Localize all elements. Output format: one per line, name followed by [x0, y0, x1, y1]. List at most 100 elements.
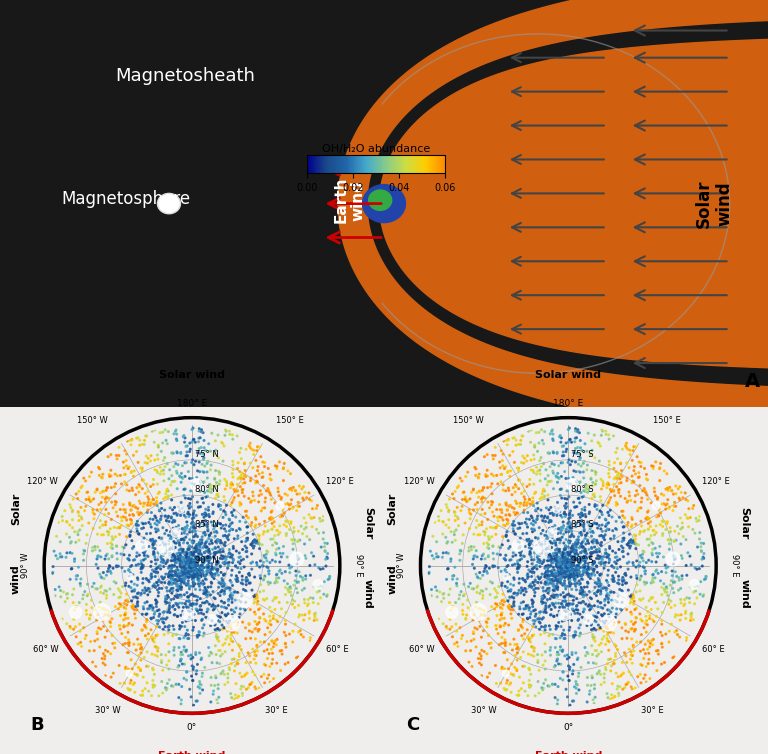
Point	[541, 569, 553, 581]
Point	[200, 515, 212, 527]
Point	[613, 578, 625, 590]
Point	[551, 555, 563, 567]
Point	[568, 542, 580, 554]
Point	[574, 556, 587, 569]
Point	[617, 667, 630, 679]
Point	[223, 514, 236, 526]
Point	[471, 514, 483, 526]
Point	[612, 472, 624, 484]
Point	[545, 556, 558, 569]
Point	[529, 610, 541, 622]
Point	[575, 515, 588, 527]
Point	[108, 481, 121, 493]
Point	[611, 680, 624, 692]
Point	[511, 555, 524, 567]
Point	[654, 458, 667, 470]
Point	[456, 630, 468, 642]
Point	[140, 622, 152, 634]
Point	[607, 627, 620, 639]
Point	[134, 498, 147, 510]
Point	[589, 498, 601, 510]
Point	[258, 550, 270, 562]
Point	[132, 574, 144, 586]
Point	[172, 553, 184, 566]
Point	[570, 572, 582, 584]
Point	[238, 561, 250, 573]
Point	[101, 569, 113, 581]
Point	[174, 597, 186, 609]
Point	[156, 553, 168, 566]
Point	[150, 630, 162, 642]
Point	[244, 656, 257, 668]
Point	[217, 569, 230, 581]
Point	[193, 423, 205, 435]
Point	[583, 520, 595, 532]
Point	[280, 528, 293, 540]
Point	[244, 474, 257, 486]
Point	[537, 524, 549, 536]
Point	[592, 584, 604, 596]
Point	[120, 602, 132, 615]
Point	[179, 568, 191, 580]
Point	[263, 648, 275, 660]
Point	[285, 498, 297, 510]
Point	[639, 669, 651, 681]
Point	[511, 647, 524, 659]
Point	[143, 685, 155, 697]
Point	[664, 526, 676, 538]
Point	[76, 520, 88, 532]
Point	[197, 553, 210, 565]
Point	[155, 648, 167, 661]
Point	[601, 575, 613, 587]
Point	[583, 563, 595, 575]
Point	[564, 535, 576, 547]
Point	[236, 472, 248, 484]
Point	[597, 610, 609, 622]
Point	[279, 658, 291, 670]
Point	[538, 529, 551, 541]
Point	[565, 436, 578, 448]
Point	[185, 559, 197, 571]
Point	[657, 528, 669, 540]
Point	[449, 506, 461, 518]
Point	[297, 631, 310, 643]
Point	[638, 462, 650, 474]
Text: wind: wind	[740, 579, 750, 608]
Point	[575, 519, 588, 531]
Point	[476, 608, 488, 621]
Point	[246, 676, 258, 688]
Point	[492, 587, 504, 599]
Point	[634, 480, 646, 492]
Point	[280, 516, 293, 528]
Point	[123, 634, 135, 646]
Point	[597, 602, 609, 615]
Point	[549, 544, 561, 556]
Point	[159, 547, 171, 559]
Point	[124, 529, 136, 541]
Point	[564, 518, 577, 530]
Point	[654, 541, 666, 553]
Point	[502, 482, 515, 494]
Point	[164, 544, 176, 556]
Point	[478, 605, 491, 617]
Point	[557, 565, 569, 577]
Point	[451, 501, 463, 513]
Point	[240, 542, 253, 554]
Point	[614, 490, 627, 502]
Point	[633, 502, 645, 514]
Point	[538, 556, 550, 568]
Point	[647, 592, 659, 604]
Point	[514, 541, 526, 553]
Point	[566, 559, 578, 572]
Point	[557, 457, 569, 469]
Point	[145, 612, 157, 624]
Point	[151, 500, 164, 512]
Point	[144, 534, 157, 546]
Point	[482, 482, 494, 494]
Point	[308, 581, 320, 593]
Point	[650, 564, 663, 576]
Point	[505, 686, 518, 698]
Point	[646, 547, 658, 559]
Point	[506, 489, 518, 501]
Point	[556, 627, 568, 639]
